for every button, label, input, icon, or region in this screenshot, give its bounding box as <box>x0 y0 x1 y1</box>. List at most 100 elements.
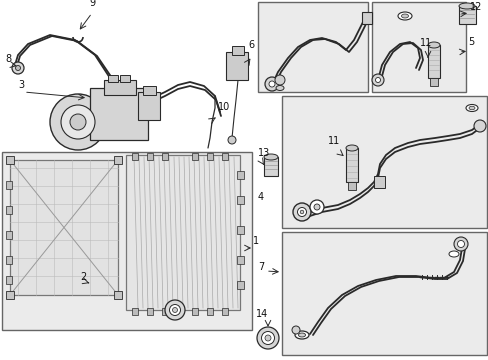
Text: 1: 1 <box>252 236 259 246</box>
Circle shape <box>457 240 464 248</box>
Circle shape <box>12 62 24 74</box>
Text: 14: 14 <box>255 309 267 319</box>
Circle shape <box>172 307 177 312</box>
Bar <box>132 153 138 160</box>
Bar <box>162 308 168 315</box>
Circle shape <box>227 136 236 144</box>
Circle shape <box>264 77 279 91</box>
Bar <box>192 153 198 160</box>
Bar <box>373 176 384 188</box>
Text: 5: 5 <box>467 37 473 47</box>
Circle shape <box>164 300 184 320</box>
Bar <box>6 181 12 189</box>
Circle shape <box>50 94 106 150</box>
Text: 2: 2 <box>80 272 86 282</box>
Bar <box>231 46 244 55</box>
Bar <box>237 171 244 179</box>
Bar <box>264 157 278 176</box>
Circle shape <box>169 305 180 315</box>
Ellipse shape <box>294 331 308 339</box>
Text: 4: 4 <box>258 192 264 202</box>
Bar <box>126 155 240 310</box>
Bar <box>108 75 118 82</box>
Text: 7: 7 <box>258 262 264 272</box>
Ellipse shape <box>401 14 407 18</box>
Bar <box>104 80 136 95</box>
Circle shape <box>268 81 274 87</box>
Bar <box>282 96 486 228</box>
Circle shape <box>313 204 319 210</box>
Circle shape <box>70 114 86 130</box>
Text: 8: 8 <box>5 54 11 64</box>
Ellipse shape <box>427 42 439 48</box>
Bar <box>225 52 247 80</box>
Circle shape <box>261 332 274 345</box>
Text: 11: 11 <box>327 136 340 146</box>
Circle shape <box>473 120 485 132</box>
Text: 11: 11 <box>419 38 431 48</box>
Bar <box>206 153 213 160</box>
Circle shape <box>309 200 324 214</box>
Ellipse shape <box>465 104 477 112</box>
Bar <box>90 88 148 140</box>
Bar <box>6 206 12 214</box>
Bar <box>346 148 357 182</box>
Text: 9: 9 <box>89 0 95 8</box>
Circle shape <box>297 207 306 216</box>
Ellipse shape <box>468 106 474 110</box>
Circle shape <box>257 327 279 349</box>
Bar <box>361 12 371 24</box>
Ellipse shape <box>458 3 474 9</box>
Text: 12: 12 <box>469 2 481 12</box>
Bar <box>138 92 160 120</box>
Circle shape <box>264 335 270 341</box>
Bar <box>258 2 367 92</box>
Text: 6: 6 <box>247 40 254 50</box>
Circle shape <box>61 105 95 139</box>
Bar <box>371 2 465 92</box>
Bar <box>6 156 14 164</box>
Circle shape <box>300 210 303 214</box>
Bar <box>192 308 198 315</box>
Bar <box>347 182 355 190</box>
Bar <box>147 153 153 160</box>
Ellipse shape <box>275 85 284 90</box>
Bar <box>114 156 122 164</box>
Ellipse shape <box>448 251 458 257</box>
Bar <box>10 160 118 295</box>
Bar <box>120 75 130 82</box>
Bar <box>2 152 251 330</box>
Bar <box>162 153 168 160</box>
Text: 3: 3 <box>18 80 24 90</box>
Ellipse shape <box>298 333 305 337</box>
Bar <box>282 232 486 355</box>
Bar <box>114 291 122 299</box>
Bar <box>132 308 138 315</box>
Text: 13: 13 <box>258 148 270 158</box>
Bar <box>206 308 213 315</box>
Bar <box>237 256 244 264</box>
Bar <box>6 276 12 284</box>
Ellipse shape <box>264 154 278 160</box>
Text: 10: 10 <box>218 102 230 112</box>
Bar <box>6 291 14 299</box>
Bar <box>147 308 153 315</box>
Circle shape <box>371 74 383 86</box>
Circle shape <box>291 326 299 334</box>
Circle shape <box>274 75 285 85</box>
Bar <box>429 78 437 86</box>
Ellipse shape <box>397 12 411 20</box>
Bar <box>6 256 12 264</box>
Bar <box>237 281 244 289</box>
Circle shape <box>375 77 380 82</box>
Bar <box>222 153 227 160</box>
Circle shape <box>453 237 467 251</box>
Bar <box>237 226 244 234</box>
Bar <box>222 308 227 315</box>
Bar <box>142 86 156 95</box>
Bar <box>427 45 439 78</box>
Bar <box>6 231 12 239</box>
Bar <box>458 6 475 24</box>
Ellipse shape <box>346 145 357 151</box>
Circle shape <box>292 203 310 221</box>
